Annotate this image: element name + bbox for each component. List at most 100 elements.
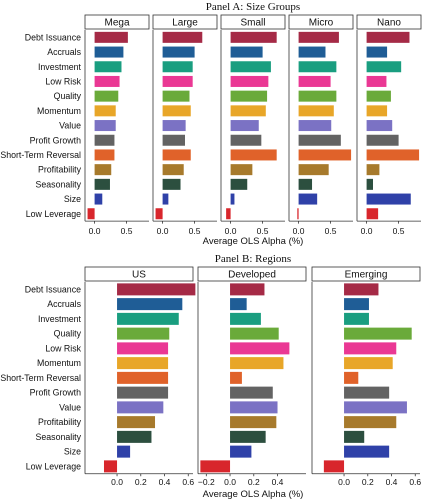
panel-a-bar-small-low-risk — [230, 75, 269, 87]
panel-a-tick-label-nano-1: 0.5 — [393, 226, 405, 236]
panel-b-bar-us-size — [117, 445, 131, 458]
panel-a-tick-label-mega-1: 0.5 — [121, 226, 133, 236]
panel-b-title: Panel B: Regions — [215, 253, 291, 265]
panel-b-bar-emerging-seasonality — [344, 430, 365, 443]
panel-b-bar-emerging-debt-issuance — [344, 283, 379, 296]
panel-a-facet-label-large: Large — [172, 18, 198, 29]
panel-b-facet-label-us: US — [132, 270, 146, 281]
panel-b-bar-us-profit-growth — [117, 386, 169, 399]
panel-a-bar-nano-momentum — [366, 105, 388, 117]
panel-a-bar-large-profit-growth — [162, 134, 185, 146]
panel-a-bar-mega-profitability — [94, 164, 112, 176]
panel-a-bar-large-value — [162, 120, 186, 132]
panel-a-tick-label-micro-1: 0.5 — [325, 226, 337, 236]
panel-a-bar-mega-seasonality — [94, 178, 110, 190]
panel-a-bar-micro-momentum — [298, 105, 334, 117]
panel-b-bar-developed-low-risk — [230, 342, 290, 355]
panel-b-x-axis-label: Average OLS Alpha (%) — [203, 489, 304, 500]
panel-a-bar-mega-size — [94, 193, 103, 205]
panel-a-bar-small-accruals — [230, 46, 263, 58]
panel-b-bar-emerging-short-term-reversal — [344, 371, 359, 384]
panel-a-bar-micro-low-risk — [298, 75, 331, 87]
panel-a-tick-label-small-0: 0.0 — [225, 226, 237, 236]
panel-b-tick-label-us-1: 0.2 — [135, 477, 147, 487]
panel-a-x-axis-label: Average OLS Alpha (%) — [203, 236, 304, 247]
panel-b-bar-us-low-leverage — [103, 460, 118, 473]
panel-b-bar-us-profitability — [117, 416, 156, 429]
panel-b-category-label-momentum: Momentum — [37, 358, 81, 368]
panel-b-bar-emerging-momentum — [344, 357, 393, 370]
panel-b-bar-emerging-profit-growth — [344, 386, 390, 399]
panel-a-bar-mega-profit-growth — [94, 134, 115, 146]
panel-b-bar-us-short-term-reversal — [117, 371, 169, 384]
panel-a-bar-mega-low-leverage — [87, 208, 95, 220]
panel-a-bar-small-low-leverage — [226, 208, 231, 220]
panel-a-bar-large-size — [162, 193, 169, 205]
panel-a-bar-micro-profitability — [298, 164, 329, 176]
panel-a-category-label-momentum: Momentum — [37, 106, 81, 116]
panel-b-bar-developed-debt-issuance — [230, 283, 265, 296]
panel-b-bar-emerging-low-leverage — [323, 460, 345, 473]
panel-b-bar-us-value — [117, 401, 164, 414]
panel-b-tick-label-developed-1: 0.0 — [224, 477, 236, 487]
panel-a-bar-large-short-term-reversal — [162, 149, 191, 161]
panel-a-category-label-short-term-reversal: Short-Term Reversal — [0, 150, 81, 160]
panel-a-facet-header-mega — [84, 14, 150, 30]
panel-b-bar-developed-profitability — [230, 416, 277, 429]
panel-b-bar-developed-momentum — [230, 357, 284, 370]
panel-a-bar-large-debt-issuance — [162, 31, 203, 43]
panel-a-bar-large-quality — [162, 90, 190, 102]
panel-b-bar-developed-short-term-reversal — [230, 371, 242, 384]
panel-a-facet-label-nano: Nano — [377, 18, 401, 29]
panel-a-size-groups: Debt Issuance Accruals Investment Low Risk Q… — [0, 14, 422, 236]
panel-a-bar-large-momentum — [162, 105, 191, 117]
panel-b-tick-label-developed-3: 0.4 — [272, 477, 284, 487]
panel-b-tick-label-emerging-1: 0.2 — [362, 477, 374, 487]
panel-a-bar-large-investment — [162, 61, 193, 73]
panel-b-bar-us-low-risk — [117, 342, 169, 355]
panel-a-title: Panel A: Size Groups — [206, 1, 300, 13]
panel-b-tick-label-us-0: 0.0 — [111, 477, 123, 487]
panel-a-tick-label-large-1: 0.5 — [189, 226, 201, 236]
panel-b-bar-emerging-accruals — [344, 298, 369, 311]
panel-a-bar-mega-debt-issuance — [94, 31, 128, 43]
panel-b-bar-us-accruals — [117, 298, 183, 311]
panel-a-bar-nano-low-risk — [366, 75, 387, 87]
panel-b-tick-label-us-3: 0.6 — [182, 477, 194, 487]
panel-a-facet-label-small: Small — [240, 18, 265, 29]
panel-a-facet-header-nano — [356, 14, 422, 30]
panel-a-bar-micro-value — [298, 120, 332, 132]
panel-a-bar-small-investment — [230, 61, 271, 73]
panel-a-facet-header-micro — [288, 14, 354, 30]
panel-a-bar-nano-accruals — [366, 46, 388, 58]
panel-a-category-label-value: Value — [59, 121, 81, 131]
panel-b-tick-label-us-2: 0.4 — [159, 477, 171, 487]
panel-a-tick-label-mega-0: 0.0 — [89, 226, 101, 236]
panel-a-facet-label-micro: Micro — [309, 18, 334, 29]
panel-a-tick-label-nano-0: 0.0 — [361, 226, 373, 236]
panel-a-category-label-low-risk: Low Risk — [45, 76, 81, 86]
panel-b-bar-us-debt-issuance — [117, 283, 196, 296]
panel-a-bar-nano-quality — [366, 90, 391, 102]
panel-a-bar-mega-momentum — [94, 105, 116, 117]
panel-a-tick-label-large-0: 0.0 — [157, 226, 169, 236]
panel-a-bar-small-short-term-reversal — [230, 149, 277, 161]
panel-a-bar-mega-low-risk — [94, 75, 120, 87]
panel-a-facet-header-large — [152, 14, 218, 30]
panel-a-category-label-low-leverage: Low Leverage — [26, 209, 81, 219]
panel-b-category-label-quality: Quality — [54, 329, 82, 339]
panel-a-category-label-debt-issuance: Debt Issuance — [25, 32, 81, 42]
panel-a-bar-mega-accruals — [94, 46, 124, 58]
panel-b-bar-emerging-value — [344, 401, 407, 414]
panel-b-category-label-profitability: Profitability — [38, 417, 82, 427]
panel-b-bar-developed-size — [230, 445, 252, 458]
panel-a-bar-nano-seasonality — [366, 178, 373, 190]
panel-a-bar-small-quality — [230, 90, 268, 102]
panel-a-bar-nano-profit-growth — [366, 134, 399, 146]
panel-a-category-label-quality: Quality — [54, 91, 82, 101]
panel-a-bar-nano-short-term-reversal — [366, 149, 420, 161]
panel-b-category-label-profit-growth: Profit Growth — [30, 388, 81, 398]
panel-b-tick-label-emerging-3: 0.6 — [409, 477, 421, 487]
panel-b-bar-us-investment — [117, 312, 179, 325]
